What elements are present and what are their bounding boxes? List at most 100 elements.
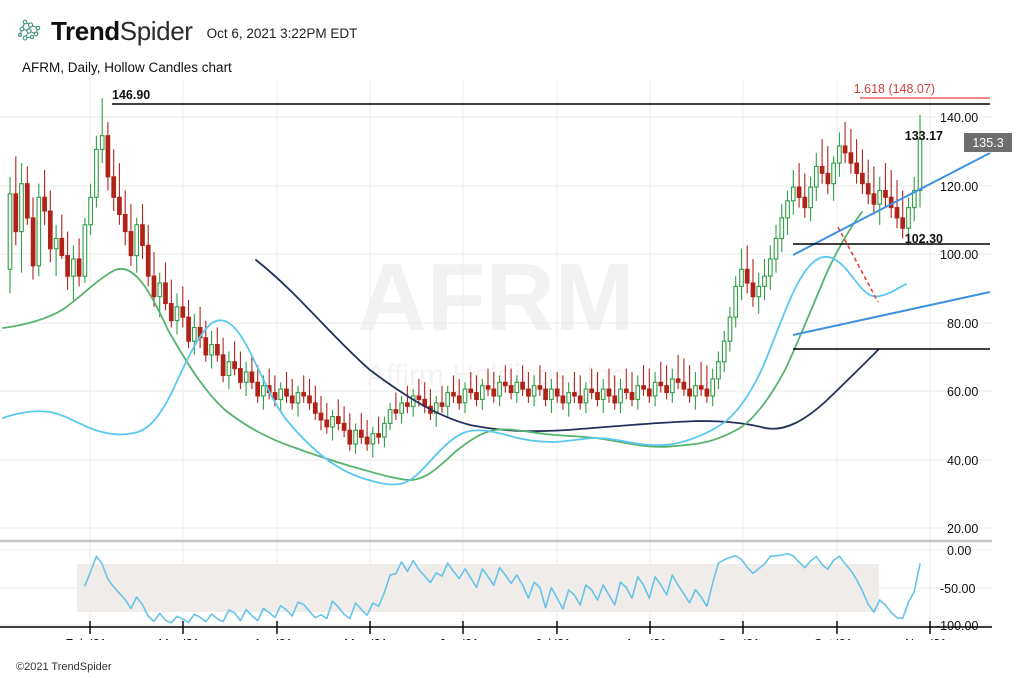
candle-body-down[interactable] [47,210,53,250]
candle-body-down[interactable] [474,392,479,401]
candle-body-up[interactable] [174,306,180,322]
candle-body-up[interactable] [497,381,502,397]
candle-body-down[interactable] [186,316,191,342]
candle-body-down[interactable] [894,207,900,219]
candle-body-up[interactable] [618,388,623,404]
candle-body-down[interactable] [629,392,635,401]
trendline-overlays[interactable] [792,152,991,336]
candle-body-down[interactable] [560,395,566,404]
candle-body-up[interactable] [531,385,537,397]
candle-body-down[interactable] [491,388,497,397]
candle-body-down[interactable] [111,176,117,198]
candle-body-up[interactable] [479,385,485,400]
candle-body-up[interactable] [813,165,819,188]
rising-wedge-lower-trendline[interactable] [792,291,991,336]
horizontal-level-lines[interactable] [112,97,990,350]
candle-body-down[interactable] [341,422,347,431]
candle-body-down[interactable] [744,268,750,284]
candle-body-up[interactable] [693,385,698,397]
candle-body-down[interactable] [698,385,704,390]
candle-body-down[interactable] [502,381,508,387]
candle-body-up[interactable] [906,207,911,229]
candle-body-down[interactable] [860,172,865,185]
candle-body-down[interactable] [842,145,848,154]
candle-body-up[interactable] [652,381,658,397]
candle-body-down[interactable] [526,388,531,397]
candle-body-down[interactable] [335,416,341,424]
candle-body-down[interactable] [658,381,664,387]
candle-body-up[interactable] [226,361,232,377]
candle-body-up[interactable] [779,217,785,239]
candle-body-down[interactable] [819,165,825,174]
candle-body-down[interactable] [900,217,906,229]
candle-body-up[interactable] [462,388,468,404]
candle-body-down[interactable] [623,388,629,394]
candle-body-down[interactable] [255,381,261,397]
candle-body-down[interactable] [13,193,19,233]
candle-body-down[interactable] [59,237,65,257]
candle-body-down[interactable] [168,302,174,322]
candle-body-down[interactable] [646,388,652,397]
candle-body-up[interactable] [94,148,99,198]
candle-body-down[interactable] [220,354,226,377]
candle-body-down[interactable] [76,258,82,277]
candle-body-up[interactable] [911,189,917,209]
candle-body-down[interactable] [675,378,681,383]
candle-body-down[interactable] [24,183,30,219]
candle-body-up[interactable] [209,344,214,356]
candle-body-down[interactable] [468,388,474,394]
candle-body-down[interactable] [301,392,307,397]
candle-body-down[interactable] [883,189,888,198]
candle-body-down[interactable] [848,152,854,164]
candle-body-up[interactable] [330,416,335,428]
candle-body-down[interactable] [865,183,871,195]
candle-body-down[interactable] [606,388,612,397]
candle-body-down[interactable] [180,306,186,318]
candle-body-down[interactable] [272,392,278,401]
chart-area[interactable]: AFRM Affirm Holdings, Inc [0,80,1023,640]
candle-body-up[interactable] [36,196,42,267]
candle-body-up[interactable] [278,388,284,400]
candle-body-down[interactable] [376,433,381,438]
candle-body-down[interactable] [289,395,295,404]
candle-body-down[interactable] [687,388,692,397]
candle-body-down[interactable] [105,135,111,178]
candle-body-down[interactable] [128,231,134,257]
current-price-tag[interactable]: 135.3 [964,133,1012,152]
candle-body-up[interactable] [295,392,301,404]
candle-body-down[interactable] [312,402,318,414]
candle-body-up[interactable] [243,371,249,383]
candle-body-down[interactable] [439,402,445,407]
candle-body-up[interactable] [773,237,779,260]
candle-body-up[interactable] [635,385,641,400]
candle-body-down[interactable] [163,282,168,305]
candle-body-up[interactable] [808,186,813,209]
rising-wedge-upper-trendline[interactable] [792,152,991,256]
candle-body-up[interactable] [191,326,197,342]
candle-body-down[interactable] [232,361,237,370]
candle-body-up[interactable] [549,388,554,400]
candle-body-down[interactable] [140,224,145,246]
candle-body-up[interactable] [831,162,836,185]
candle-body-up[interactable] [733,285,739,318]
candle-body-down[interactable] [589,388,595,394]
candle-body-down[interactable] [151,275,157,298]
candle-body-up[interactable] [877,189,883,205]
candle-body-up[interactable] [134,224,140,257]
candle-body-down[interactable] [393,409,399,414]
candle-body-up[interactable] [7,193,13,270]
candle-body-down[interactable] [416,395,422,400]
candle-body-down[interactable] [572,392,577,397]
candle-body-down[interactable] [284,388,289,397]
candle-body-down[interactable] [704,388,710,397]
candle-body-up[interactable] [566,392,572,404]
candle-body-down[interactable] [249,371,255,383]
candle-body-up[interactable] [710,378,716,397]
candle-body-up[interactable] [716,361,721,380]
candlestick-series[interactable] [7,98,923,458]
candle-body-up[interactable] [670,378,675,394]
candle-body-up[interactable] [370,433,376,445]
candle-body-down[interactable] [42,196,47,212]
candle-body-up[interactable] [399,402,405,414]
candle-body-down[interactable] [750,282,756,298]
